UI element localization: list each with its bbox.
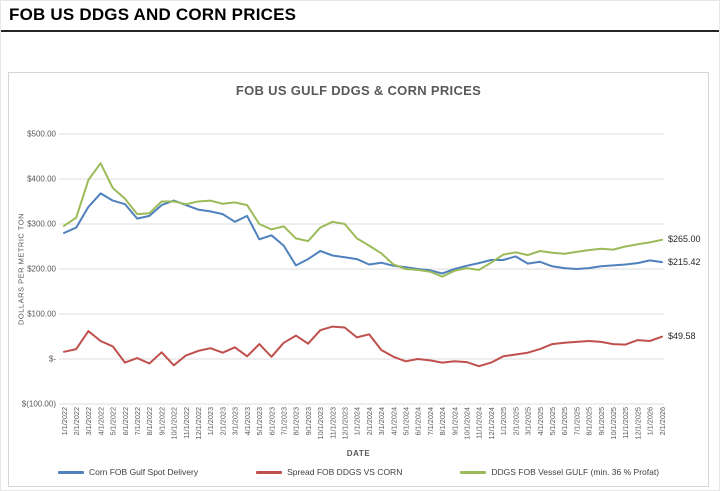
title-rule <box>1 30 719 32</box>
series-line-ddgs <box>63 162 663 278</box>
legend-line-swatch <box>256 470 283 474</box>
x-tick-label: 9/1/2022 <box>157 407 166 435</box>
x-tick-label: 4/1/2025 <box>536 407 545 435</box>
x-tick-label: 1/1/2026 <box>646 407 655 435</box>
x-tick-label: 3/1/2024 <box>377 407 386 435</box>
x-tick-label: 10/1/2024 <box>463 407 472 439</box>
x-tick-label: 9/1/2023 <box>304 407 313 435</box>
x-tick-label: 4/1/2023 <box>243 407 252 435</box>
x-axis-title: DATE <box>346 449 371 458</box>
x-tick-label: 6/1/2024 <box>414 407 423 435</box>
legend-item-ddgs: DDGS FOB Vessel GULF (min. 36 % Profat) <box>460 467 659 477</box>
x-tick-label: 11/1/2024 <box>475 407 484 439</box>
x-tick-label: 6/1/2022 <box>121 407 130 435</box>
legend-item-spread: Spread FOB DDGS VS CORN <box>256 467 402 477</box>
legend-line-swatch <box>57 470 84 474</box>
legend-label: Spread FOB DDGS VS CORN <box>287 467 403 477</box>
x-tick-label: 11/1/2025 <box>621 407 630 439</box>
x-tick-label: 5/1/2022 <box>109 407 118 435</box>
y-tick-label: $400.00 <box>27 175 56 184</box>
x-tick-label: 3/1/2023 <box>231 407 240 435</box>
x-tick-label: 11/1/2022 <box>182 407 191 439</box>
x-tick-label: 4/1/2024 <box>389 407 398 435</box>
x-tick-label: 8/1/2024 <box>438 407 447 435</box>
x-tick-label: 5/1/2025 <box>548 407 557 435</box>
x-tick-label: 9/1/2025 <box>597 407 606 435</box>
legend-label: DDGS FOB Vessel GULF (min. 36 % Profat) <box>491 467 660 477</box>
x-tick-label: 8/1/2025 <box>585 407 594 435</box>
x-tick-label: 11/1/2023 <box>328 407 337 439</box>
x-tick-label: 6/1/2025 <box>560 407 569 435</box>
x-tick-label: 12/1/2025 <box>633 407 642 439</box>
page-title: FOB US DDGS AND CORN PRICES <box>9 5 297 24</box>
series-line-spread <box>63 325 663 368</box>
x-tick-label: 12/1/2024 <box>487 407 496 439</box>
y-tick-label: $200.00 <box>27 265 56 274</box>
x-tick-label: 8/1/2022 <box>145 407 154 435</box>
x-tick-label: 7/1/2023 <box>280 407 289 435</box>
y-tick-label: $100.00 <box>27 310 56 319</box>
x-tick-label: 2/1/2024 <box>365 407 374 435</box>
x-tick-label: 5/1/2023 <box>255 407 264 435</box>
x-tick-label: 2/1/2026 <box>658 407 667 435</box>
x-tick-label: 10/1/2025 <box>609 407 618 439</box>
x-tick-label: 2/1/2022 <box>72 407 81 435</box>
x-tick-label: 3/1/2022 <box>84 407 93 435</box>
x-tick-label: 10/1/2023 <box>316 407 325 439</box>
series-end-label-ddgs: $265.00 <box>668 234 701 245</box>
x-tick-label: 2/1/2025 <box>511 407 520 435</box>
x-tick-label: 1/1/2025 <box>499 407 508 435</box>
y-axis-title: DOLLARS PER METRIC TON <box>16 213 26 325</box>
x-tick-label: 12/1/2023 <box>341 407 350 439</box>
chart-legend: Corn FOB Gulf Spot Delivery Spread FOB DD… <box>9 467 708 477</box>
x-tick-label: 9/1/2024 <box>450 407 459 435</box>
x-tick-label: 1/1/2024 <box>353 407 362 435</box>
x-tick-label: 10/1/2022 <box>170 407 179 439</box>
x-tick-label: 5/1/2024 <box>402 407 411 435</box>
y-tick-label: $500.00 <box>27 130 56 139</box>
x-tick-label: 7/1/2022 <box>133 407 142 435</box>
series-end-label-corn: $215.42 <box>668 256 701 267</box>
legend-line-swatch <box>460 470 487 474</box>
x-tick-label: 7/1/2024 <box>426 407 435 435</box>
y-tick-label: $(100.00) <box>22 400 57 409</box>
x-tick-label: 12/1/2022 <box>194 407 203 439</box>
series-end-label-spread: $49.58 <box>668 331 696 342</box>
x-tick-label: 3/1/2025 <box>524 407 533 435</box>
x-tick-label: 6/1/2023 <box>267 407 276 435</box>
x-tick-label: 4/1/2022 <box>96 407 105 435</box>
chart-container: $500.00 $400.00 $300.00 $200.00 $100.00 $- $(1… <box>8 72 709 487</box>
series-line-corn <box>63 192 663 275</box>
legend-label: Corn FOB Gulf Spot Delivery <box>88 467 199 477</box>
chart-title: FOB US GULF DDGS & CORN PRICES <box>235 83 482 98</box>
legend-item-corn: Corn FOB Gulf Spot Delivery <box>57 467 199 477</box>
y-tick-label: $- <box>49 355 56 364</box>
x-tick-label: 7/1/2025 <box>572 407 581 435</box>
x-tick-label: 8/1/2023 <box>292 407 301 435</box>
x-tick-label: 1/1/2023 <box>206 407 215 435</box>
x-tick-label: 2/1/2023 <box>219 407 228 435</box>
y-tick-label: $300.00 <box>27 220 56 229</box>
x-tick-label: 1/1/2022 <box>60 407 69 435</box>
chart-plot: $500.00 $400.00 $300.00 $200.00 $100.00 $- $(1… <box>22 130 667 440</box>
